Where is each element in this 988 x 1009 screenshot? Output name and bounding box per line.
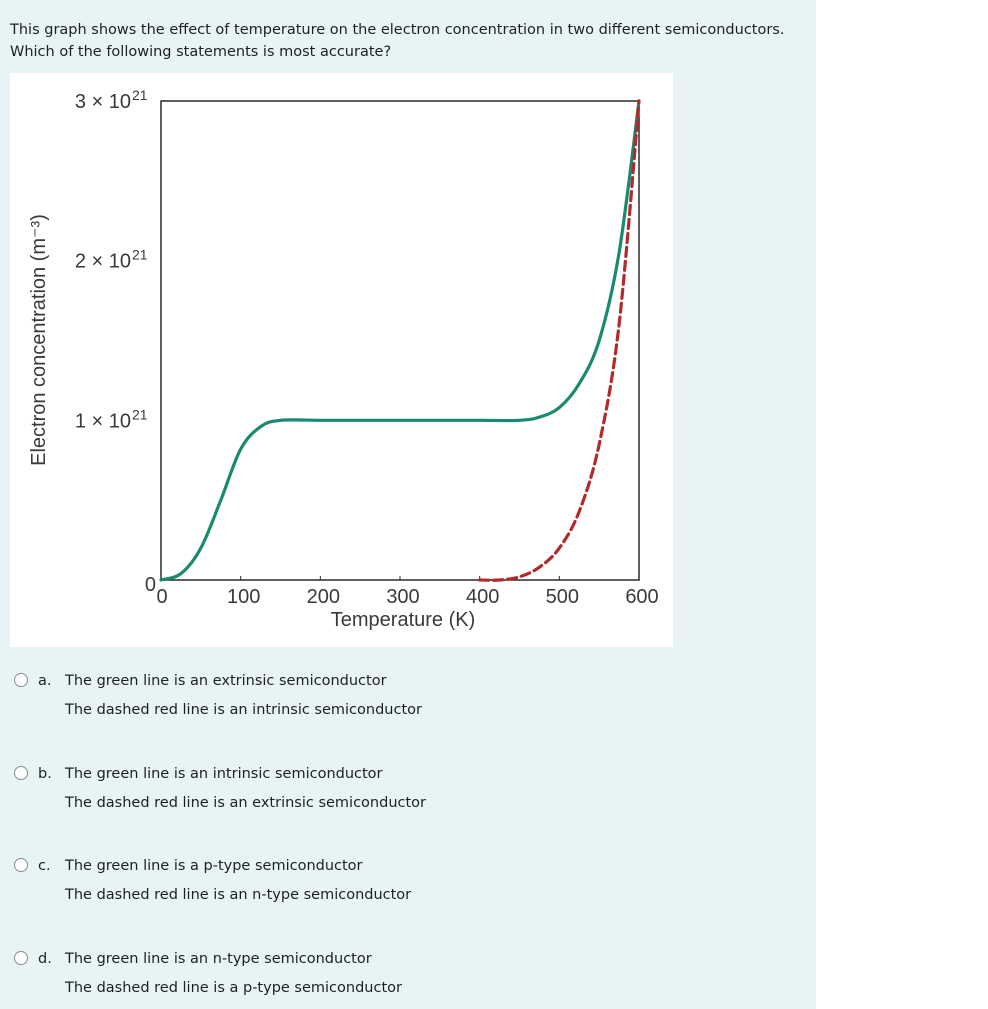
option-line-2: The dashed red line is an intrinsic semi…	[65, 702, 422, 718]
option-letter: d.	[38, 951, 52, 967]
plot-frame	[160, 100, 640, 581]
y-tick-exponent: 21	[132, 406, 148, 422]
y-tick-label: 0	[145, 574, 156, 596]
y-tick-label: 3 × 10	[75, 91, 131, 113]
green-line	[159, 99, 641, 582]
question-panel: This graph shows the effect of temperatu…	[0, 0, 816, 1009]
x-axis-title: Temperature (K)	[331, 609, 476, 631]
option-letter: c.	[38, 858, 51, 874]
x-tick-label: 500	[546, 586, 579, 608]
option-line-1: The green line is an n-type semiconducto…	[65, 951, 372, 967]
question-text: This graph shows the effect of temperatu…	[10, 22, 785, 60]
radio-button[interactable]	[14, 673, 28, 687]
y-axis-title: Electron concentration (m⁻³)	[28, 214, 50, 466]
option-line-2: The dashed red line is an n-type semicon…	[65, 887, 412, 903]
option-line-1: The green line is an extrinsic semicondu…	[65, 673, 387, 689]
radio-button[interactable]	[14, 858, 28, 872]
option-line-1: The green line is an intrinsic semicondu…	[65, 766, 383, 782]
dashed-red-line	[478, 99, 641, 582]
y-tick-label: 1 × 10	[75, 410, 131, 432]
x-tick-label: 200	[307, 586, 340, 608]
option-line-1: The green line is a p-type semiconductor	[65, 858, 363, 874]
y-tick-label: 2 × 10	[75, 251, 131, 273]
x-tick-label: 400	[466, 586, 499, 608]
x-tick-label: 100	[227, 586, 260, 608]
x-tick-label: 300	[386, 586, 419, 608]
option-line-2: The dashed red line is a p-type semicond…	[65, 980, 402, 996]
radio-button[interactable]	[14, 951, 28, 965]
option-letter: a.	[38, 673, 52, 689]
option-letter: b.	[38, 766, 52, 782]
option-line-2: The dashed red line is an extrinsic semi…	[65, 795, 426, 811]
radio-button[interactable]	[14, 766, 28, 780]
y-tick-exponent: 21	[132, 87, 148, 103]
x-tick-label: 0	[156, 586, 167, 608]
electron-concentration-chart: 01 × 10 212 × 10 213 × 10 21 0 100 200 300 400 5…	[28, 87, 659, 631]
x-tick-label: 600	[625, 586, 658, 608]
y-tick-exponent: 21	[132, 247, 148, 263]
